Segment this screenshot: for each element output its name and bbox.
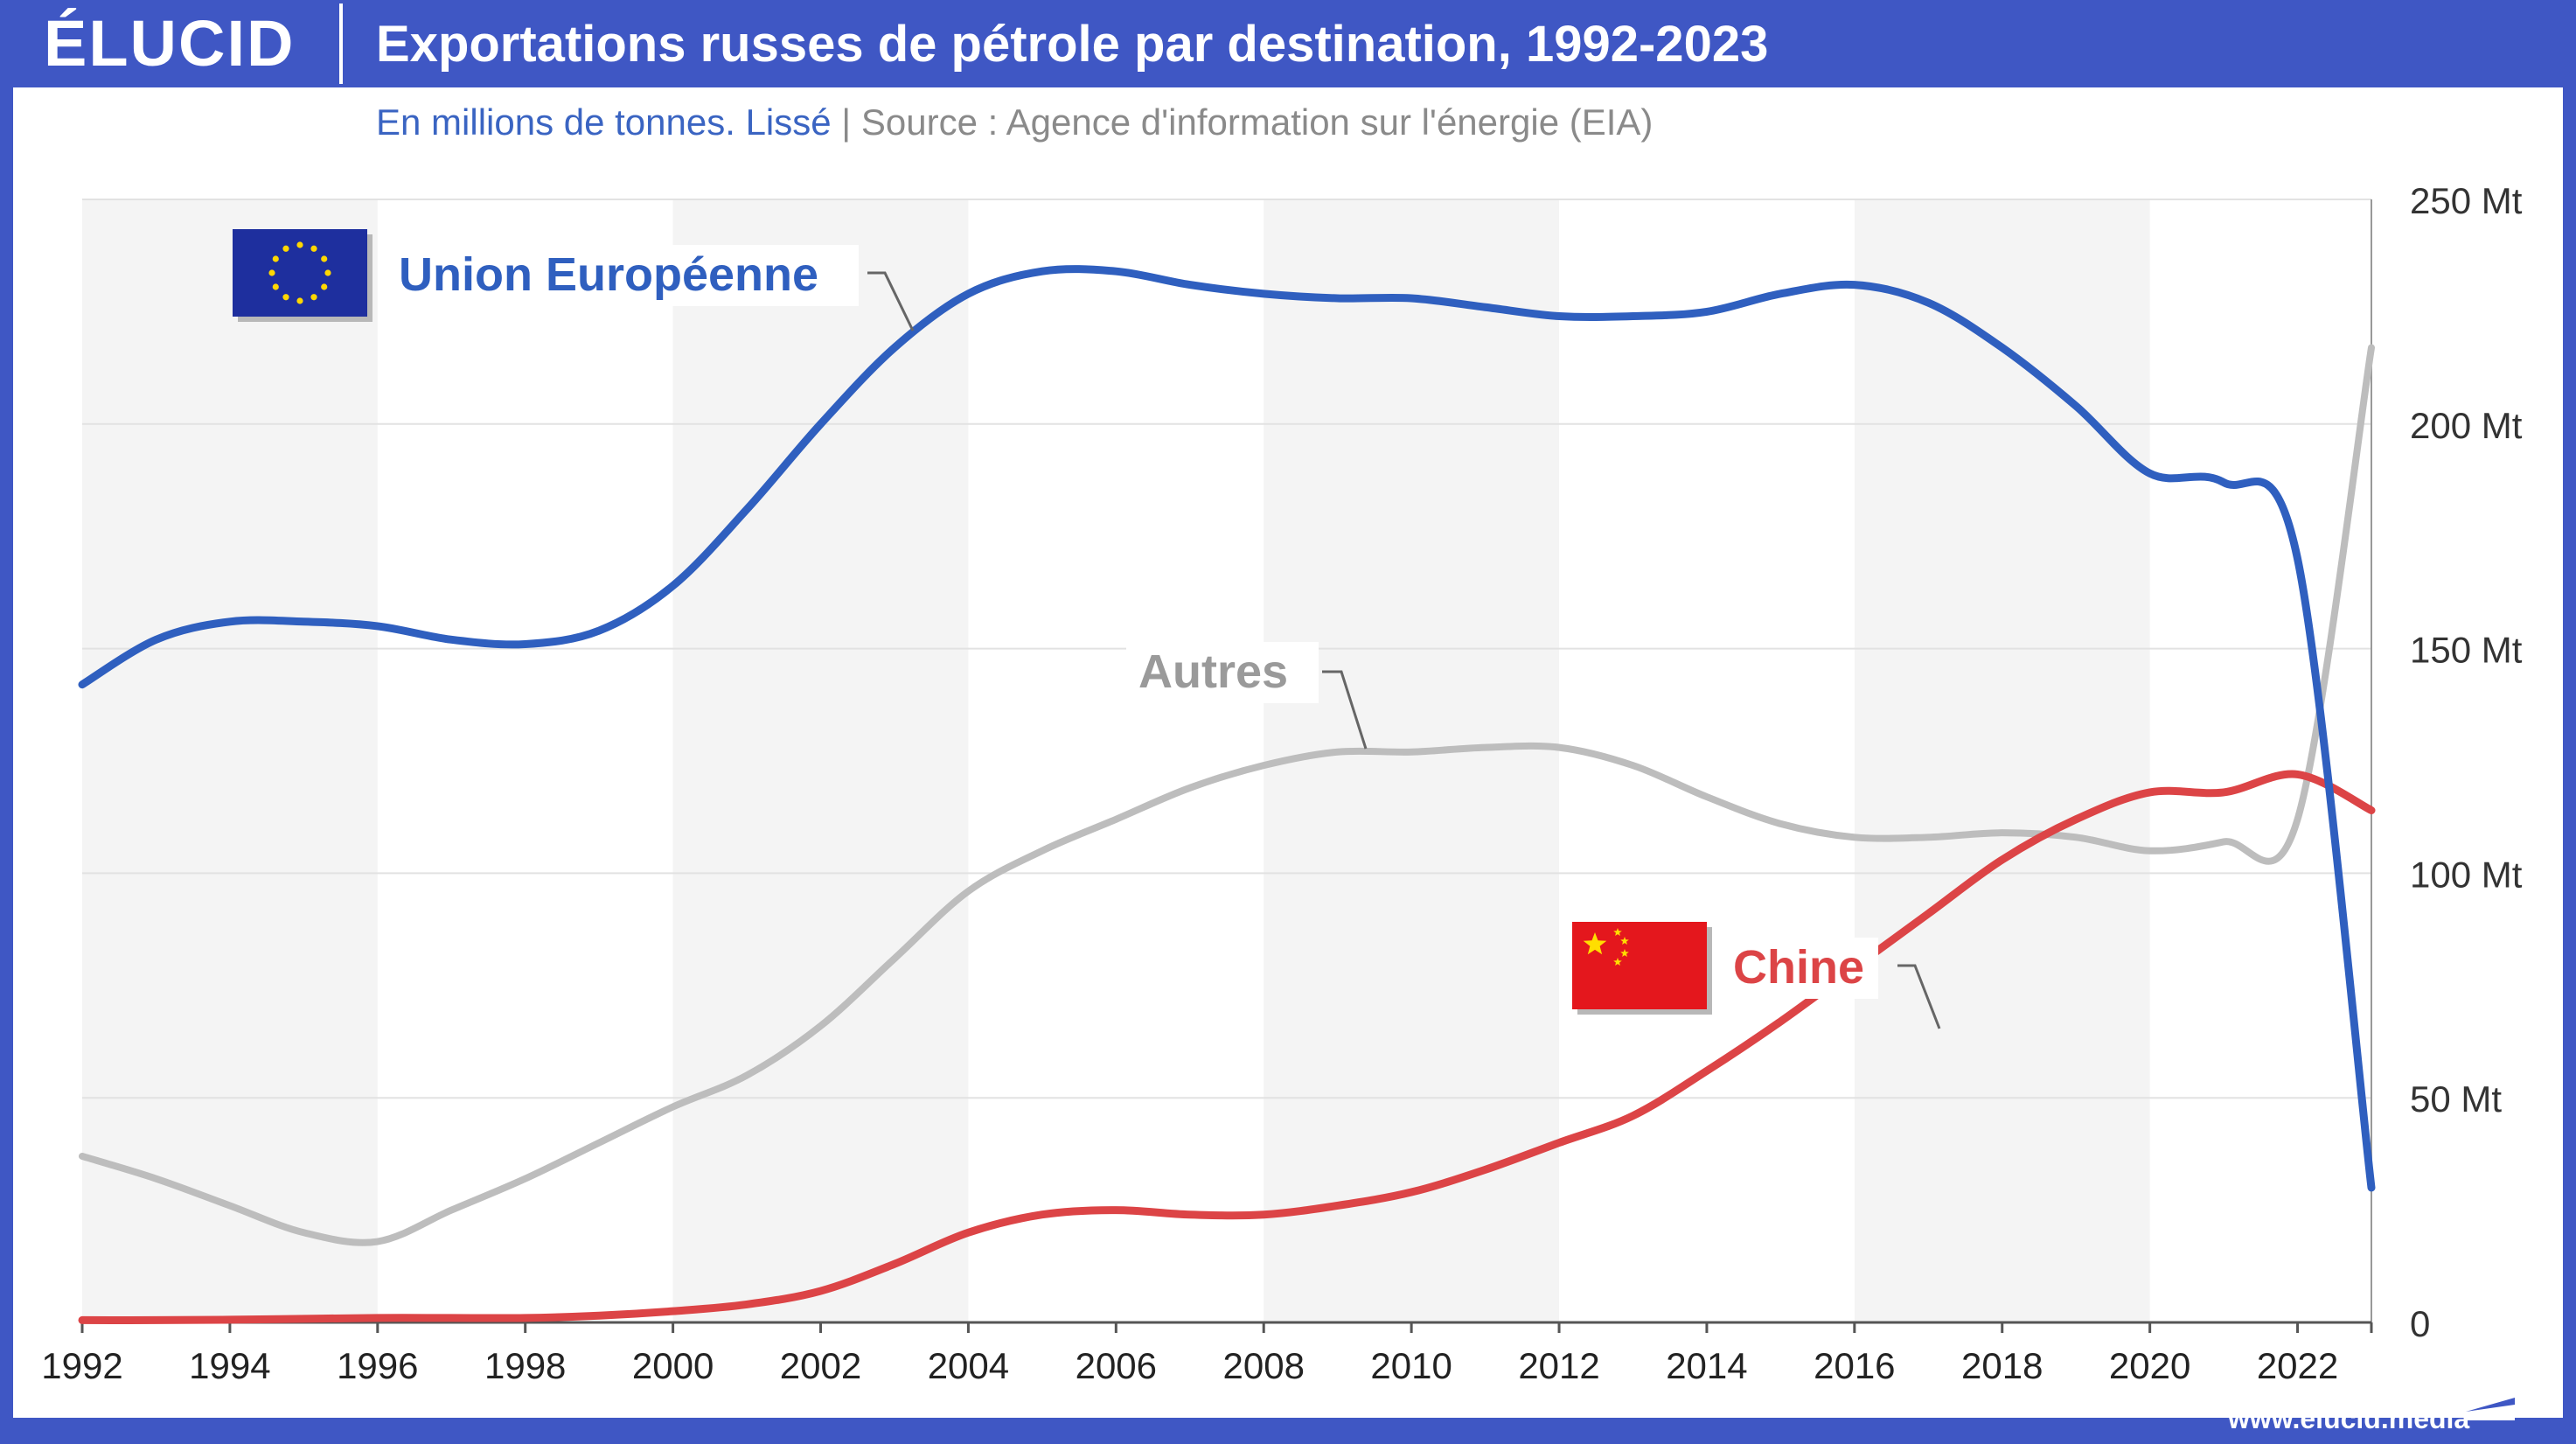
x-tick-label: 2012 — [1518, 1345, 1599, 1386]
flag-star — [1613, 958, 1622, 966]
x-tick-label: 2020 — [2109, 1345, 2190, 1386]
y-tick-label: 50 Mt — [2410, 1078, 2502, 1120]
x-tick-label: 2016 — [1814, 1345, 1895, 1386]
leader-line-eu — [867, 271, 915, 331]
elucid-arrow-icon — [2466, 1387, 2515, 1420]
flag-star — [272, 283, 279, 290]
flag-star — [268, 269, 275, 276]
flag-star — [324, 269, 331, 276]
x-tick-label: 2006 — [1076, 1345, 1157, 1386]
subtitle-separator: | — [841, 101, 852, 143]
y-tick-label: 100 Mt — [2410, 854, 2523, 895]
eu-flag-icon — [233, 229, 372, 322]
chart-title: Exportations russes de pétrole par desti… — [376, 16, 1769, 73]
x-tick-label: 1996 — [337, 1345, 418, 1386]
series-label-others: Autres — [1138, 645, 1288, 698]
x-tick-label: 1992 — [41, 1345, 122, 1386]
header-bar: ÉLUCID Exportations russes de pétrole pa… — [0, 0, 2576, 87]
logo-divider — [339, 3, 343, 84]
band-2008 — [1264, 199, 1560, 1322]
elucid-logo: ÉLUCID — [44, 7, 296, 80]
x-tick-label: 2022 — [2257, 1345, 2338, 1386]
flag-star — [282, 245, 289, 252]
flag-star — [272, 255, 279, 262]
flag-star — [310, 245, 317, 252]
x-tick-label: 2002 — [780, 1345, 861, 1386]
alternating-bands — [82, 199, 2150, 1322]
band-1992 — [82, 199, 378, 1322]
flag-star — [1583, 932, 1607, 955]
label-bg-eu — [386, 245, 859, 306]
flag-field — [1572, 922, 1707, 1009]
x-tick-label: 2018 — [1961, 1345, 2043, 1386]
footer-url[interactable]: www.elucid.media — [2228, 1403, 2470, 1434]
x-tick-label: 1994 — [189, 1345, 270, 1386]
series-label-china: Chine — [1733, 941, 1864, 994]
annotations: Union Européenne Autres Chine — [233, 229, 1941, 1029]
flag-star — [296, 297, 303, 304]
flag-star — [310, 294, 317, 301]
series-lines — [78, 265, 2376, 1324]
chart-subtitle: En millions de tonnes. Lissé | Source : … — [376, 98, 1653, 147]
axes: 0 50 Mt 100 Mt 150 Mt 200 Mt 250 Mt 1992 1994 19… — [41, 180, 2522, 1386]
flag-star — [321, 255, 328, 262]
series-line-eu — [78, 265, 2376, 1192]
label-bg-others — [1126, 642, 1319, 703]
flag-star — [1613, 928, 1622, 936]
leader-line-others — [1322, 670, 1368, 750]
subtitle-units: En millions de tonnes. Lissé — [376, 101, 832, 143]
leader-line-china — [1897, 964, 1941, 1029]
flag-star — [282, 294, 289, 301]
band-2000 — [672, 199, 969, 1322]
subtitle-source: Source : Agence d'information sur l'éner… — [860, 101, 1654, 143]
china-flag-icon — [1572, 922, 1712, 1015]
x-tick-label: 2008 — [1223, 1345, 1305, 1386]
y-tick-label: 250 Mt — [2410, 180, 2523, 221]
y-tick-label: 0 — [2410, 1303, 2430, 1344]
series-line-china — [78, 770, 2376, 1324]
y-tick-label: 150 Mt — [2410, 630, 2523, 671]
flag-star — [296, 241, 303, 248]
x-tick-label: 2004 — [928, 1345, 1009, 1386]
flag-star — [321, 283, 328, 290]
series-line-others — [79, 344, 2375, 1246]
band-2016 — [1854, 199, 2150, 1322]
x-tick-label: 1998 — [484, 1345, 566, 1386]
flag-star — [1620, 937, 1629, 945]
y-tick-label: 200 Mt — [2410, 405, 2523, 446]
x-tick-label: 2014 — [1666, 1345, 1747, 1386]
x-tick-label: 2010 — [1370, 1345, 1452, 1386]
x-tick-label: 2000 — [632, 1345, 714, 1386]
series-label-eu: Union Européenne — [399, 248, 818, 301]
label-bg-china — [1721, 938, 1878, 999]
flag-star — [1620, 949, 1629, 957]
